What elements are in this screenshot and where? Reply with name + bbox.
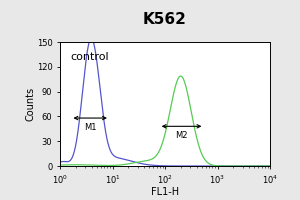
Text: K562: K562	[143, 12, 187, 27]
X-axis label: FL1-H: FL1-H	[151, 187, 179, 197]
Text: M2: M2	[175, 131, 188, 140]
Y-axis label: Counts: Counts	[25, 87, 35, 121]
Text: control: control	[70, 52, 109, 62]
Text: M1: M1	[84, 123, 96, 132]
